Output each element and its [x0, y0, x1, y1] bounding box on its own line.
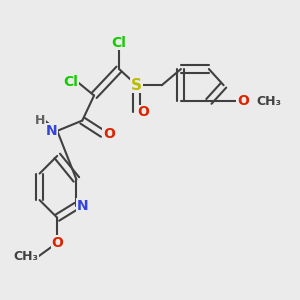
Text: H: H: [34, 114, 45, 127]
Text: O: O: [237, 94, 249, 108]
Text: S: S: [131, 78, 142, 93]
Text: CH₃: CH₃: [13, 250, 38, 263]
Text: Cl: Cl: [112, 35, 127, 50]
Text: Cl: Cl: [63, 75, 78, 89]
Text: CH₃: CH₃: [256, 95, 281, 108]
Text: O: O: [51, 236, 63, 250]
Text: N: N: [76, 199, 88, 213]
Text: O: O: [137, 105, 148, 119]
Text: O: O: [103, 127, 115, 141]
Text: N: N: [46, 124, 57, 138]
